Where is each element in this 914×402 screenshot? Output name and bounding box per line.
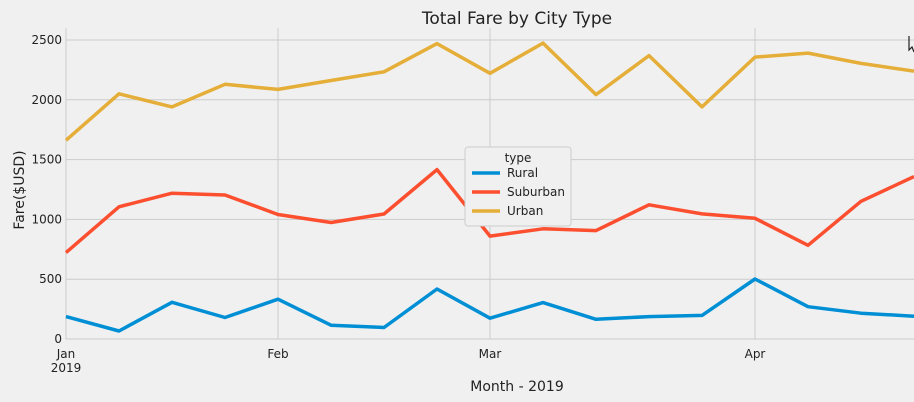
y-tick-label: 1500 [31, 153, 62, 167]
data-point-urban [330, 79, 333, 82]
x-tick-label: Apr [745, 347, 766, 361]
x-axis-title: Month - 2019 [470, 379, 563, 395]
legend-label-suburban: Suburban [507, 185, 565, 199]
series-line-urban [64, 41, 914, 142]
legend-box [464, 146, 572, 227]
legend-title: type [505, 151, 532, 165]
data-point-suburban [171, 192, 174, 195]
data-point-urban [595, 93, 598, 96]
data-point-suburban [436, 168, 439, 171]
y-axis-title: Fare($USD) [12, 150, 28, 229]
x-tick-label: Jan [56, 347, 76, 361]
series-line-rural [65, 277, 914, 333]
data-point-suburban [754, 217, 757, 220]
data-point-rural [595, 318, 598, 321]
data-point-urban [383, 70, 386, 73]
series-line-suburban [64, 167, 914, 254]
x-tick-label: Feb [267, 347, 288, 361]
legend-label-rural: Rural [507, 166, 538, 180]
data-point-suburban [860, 200, 863, 203]
data-point-urban [807, 52, 810, 55]
data-point-suburban [118, 205, 121, 208]
chart-title: Total Fare by City Type [421, 9, 612, 29]
data-point-urban [277, 88, 280, 91]
data-point-rural [436, 288, 439, 291]
data-point-urban [118, 92, 121, 95]
data-point-suburban [330, 221, 333, 224]
data-point-suburban [807, 244, 810, 247]
data-point-rural [277, 298, 280, 301]
data-point-rural [224, 316, 227, 319]
data-point-suburban [595, 229, 598, 232]
legend: type Rural Suburban Urban [464, 146, 572, 227]
x-tick-label: Mar [479, 347, 502, 361]
data-point-urban [648, 54, 651, 57]
data-point-rural [383, 326, 386, 329]
data-point-rural [860, 312, 863, 315]
data-point-suburban [648, 203, 651, 206]
data-point-rural [330, 324, 333, 327]
data-point-urban [754, 56, 757, 59]
data-point-urban [436, 42, 439, 45]
data-point-urban [224, 83, 227, 86]
data-point-rural [754, 278, 757, 281]
y-tick-label: 2000 [31, 93, 62, 107]
data-point-urban [860, 62, 863, 65]
mouse-cursor-icon [908, 36, 914, 53]
data-point-rural [807, 305, 810, 308]
y-tick-label: 2500 [31, 33, 62, 47]
data-point-rural [489, 317, 492, 320]
y-tick-label: 0 [54, 332, 62, 346]
y-tick-label: 500 [39, 272, 62, 286]
y-tick-label: 1000 [31, 212, 62, 226]
data-point-suburban [701, 212, 704, 215]
data-point-suburban [383, 213, 386, 216]
x-tick-sublabel: 2019 [51, 361, 82, 375]
data-point-urban [489, 72, 492, 75]
data-point-suburban [542, 227, 545, 230]
data-point-rural [65, 315, 68, 318]
legend-label-urban: Urban [507, 204, 543, 218]
data-point-urban [171, 105, 174, 108]
data-point-rural [701, 314, 704, 317]
data-point-rural [171, 301, 174, 304]
y-axis: 0 500 1000 1500 2000 2500 [31, 33, 62, 346]
data-point-suburban [277, 213, 280, 216]
data-point-suburban [489, 235, 492, 238]
data-point-rural [118, 330, 121, 333]
data-point-urban [701, 105, 704, 108]
data-point-urban [542, 42, 545, 45]
series-layer [64, 41, 914, 333]
legend-items: Rural Suburban Urban [472, 166, 565, 218]
data-point-rural [542, 301, 545, 304]
data-point-rural [648, 315, 651, 318]
data-point-suburban [65, 251, 68, 254]
data-point-suburban [224, 194, 227, 197]
data-point-urban [65, 139, 68, 142]
